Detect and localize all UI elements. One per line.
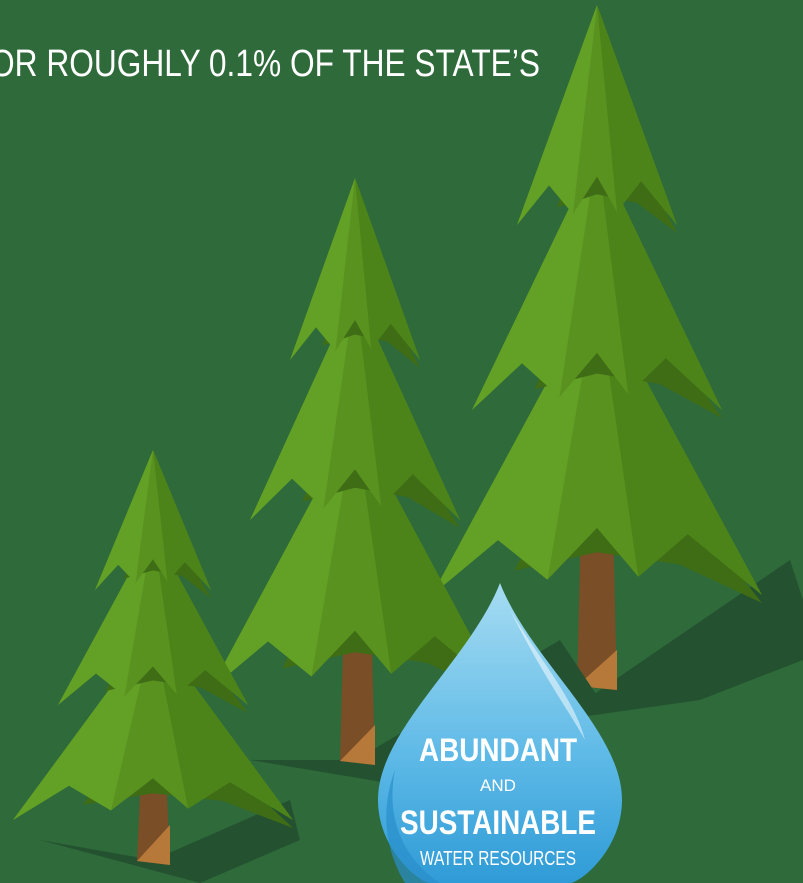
badge-line: ABUNDANT (419, 732, 577, 768)
badge-line: SUSTAINABLE (400, 804, 596, 842)
badge-line: AND (480, 776, 516, 795)
badge-line: WATER RESOURCES (420, 848, 576, 870)
illustration: OR ROUGHLY 0.1% OF THE STATE’S ABUNDANT … (0, 0, 803, 883)
header-text: OR ROUGHLY 0.1% OF THE STATE’S (0, 43, 540, 85)
page: OR ROUGHLY 0.1% OF THE STATE’S ABUNDANT … (0, 0, 803, 883)
